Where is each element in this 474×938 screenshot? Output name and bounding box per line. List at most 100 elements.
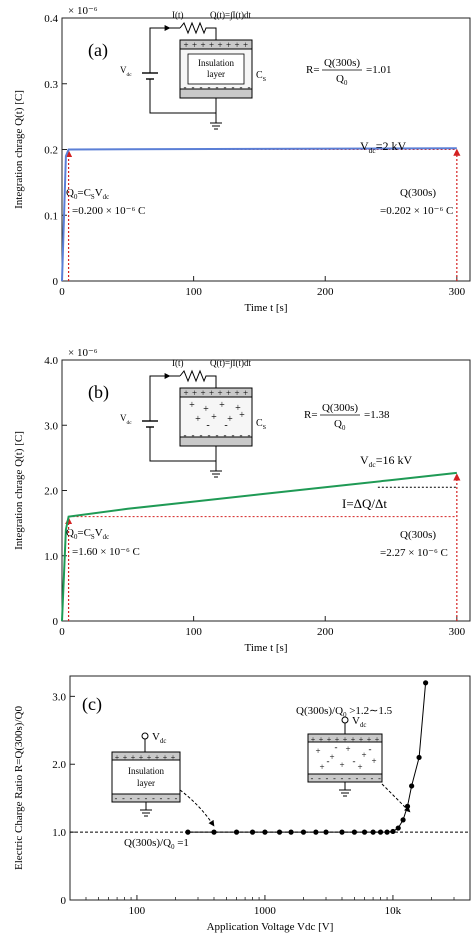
minus-charge: - xyxy=(184,430,187,440)
plus-charge: + xyxy=(243,40,248,50)
space-charge-plus: + xyxy=(189,400,195,411)
q0-annotation-part: =C xyxy=(77,187,91,199)
q0-annotation-part: 0 xyxy=(74,534,78,541)
minus-charge: - xyxy=(341,774,344,783)
q300-value: =2.27 × 10⁻⁶ C xyxy=(380,547,448,559)
exponent-label: × 10⁻⁶ xyxy=(68,347,98,359)
space-charge-plus: + xyxy=(361,750,366,760)
space-charge-plus: + xyxy=(345,744,350,754)
panel-label: (a) xyxy=(88,40,108,61)
data-point xyxy=(351,829,358,835)
ratio-symbol: R= xyxy=(306,64,320,76)
voltage-annotation-part: =2 kV xyxy=(376,139,407,153)
data-point xyxy=(211,829,217,835)
resistor-symbol xyxy=(179,21,217,40)
charge-label: Q(t)=∫I(t)dt xyxy=(210,10,252,21)
vdc-label-part: dc xyxy=(127,72,133,78)
x-tick-label: 100 xyxy=(129,905,146,917)
electrode-bottom xyxy=(179,436,253,447)
plus-charge: + xyxy=(375,735,380,744)
data-point xyxy=(400,817,406,823)
space-charge-minus: - xyxy=(224,420,227,431)
minus-charge: - xyxy=(378,774,381,783)
data-point xyxy=(288,829,294,835)
minus-charge: - xyxy=(200,430,203,440)
minus-charge: - xyxy=(363,774,366,783)
space-charge-plus: + xyxy=(203,404,209,415)
cs-label-part: S xyxy=(263,424,267,431)
ratio-numerator: Q(300s) xyxy=(322,402,358,414)
x-tick-label: 200 xyxy=(317,626,334,638)
y-tick-label: 0.1 xyxy=(44,210,58,222)
plot-frame xyxy=(61,359,471,622)
x-axis-label: Time t [s] xyxy=(245,302,288,314)
space-charge-plus: + xyxy=(319,762,324,772)
minus-charge: - xyxy=(208,82,211,92)
plus-charge: + xyxy=(163,753,168,762)
minus-charge: - xyxy=(333,774,336,783)
space-charge-plus: + xyxy=(357,762,362,772)
slope-annotation: I=ΔQ/Δt xyxy=(342,496,387,511)
minus-charge: - xyxy=(145,794,148,803)
q0-annotation-part: Q xyxy=(66,187,74,199)
inset-vdc-label-part: dc xyxy=(360,722,366,729)
terminal-icon xyxy=(341,716,349,724)
y-tick-label: 0 xyxy=(53,276,59,288)
plus-charge: + xyxy=(192,388,197,398)
plus-charge: + xyxy=(217,388,222,398)
data-point xyxy=(276,829,283,835)
cs-label-part: C xyxy=(256,418,263,429)
data-point xyxy=(185,829,191,835)
data-point xyxy=(423,680,429,686)
space-charge-plus: + xyxy=(195,414,201,425)
space-charge-plus: + xyxy=(235,403,241,414)
voltage-annotation-part: dc xyxy=(369,460,377,469)
current-label: I(t) xyxy=(172,10,184,20)
circuit-wire xyxy=(149,427,217,462)
plus-charge: + xyxy=(123,753,128,762)
minus-charge: - xyxy=(326,774,329,783)
plus-charge: + xyxy=(367,735,372,744)
data-point xyxy=(390,828,396,835)
space-charge-plus: + xyxy=(315,746,320,756)
minus-charge: - xyxy=(167,794,170,803)
ratio-denominator: Q0​ xyxy=(334,418,346,432)
minus-charge: - xyxy=(248,430,251,440)
minus-charge: - xyxy=(224,82,227,92)
plus-charge: + xyxy=(311,735,316,744)
plus-charge: + xyxy=(319,735,324,744)
plus-charge: + xyxy=(200,40,205,50)
minus-charge: - xyxy=(115,794,118,803)
plus-charge: + xyxy=(234,40,239,50)
minus-charge: - xyxy=(160,794,163,803)
y-tick-label: 0 xyxy=(53,616,59,628)
ratio-denominator: Q0​ xyxy=(336,73,348,87)
plus-charge: + xyxy=(226,388,231,398)
space-charge-plus: + xyxy=(211,412,217,423)
data-point xyxy=(370,829,376,835)
data-point xyxy=(416,754,422,761)
low-ratio-annotation-part: Q(300s)/Q xyxy=(124,837,171,849)
insulation-block xyxy=(179,396,253,438)
electrode-top xyxy=(179,39,253,50)
minus-charge: - xyxy=(175,794,178,803)
cs-label-part: S xyxy=(263,76,267,83)
minus-charge: - xyxy=(200,82,203,92)
vdc-label: Vdc​ xyxy=(120,65,132,78)
minus-charge: - xyxy=(356,774,359,783)
plot-frame xyxy=(69,675,471,901)
high-ratio-annotation: Q(300s)/Q0​ >1.2∼1.5 xyxy=(296,705,393,719)
charge-label: Q(t)=∫I(t)dt xyxy=(210,358,252,369)
space-charge-plus: + xyxy=(371,756,376,766)
minus-charge: - xyxy=(208,430,211,440)
ratio-denominator-part: Q xyxy=(336,73,344,85)
q0-annotation-part: S xyxy=(91,194,95,201)
inset-vdc-label-part: dc xyxy=(160,738,166,745)
panel-label: (c) xyxy=(82,694,102,715)
high-ratio-annotation-part: 0 xyxy=(343,712,347,719)
high-ratio-annotation-part: Q(300s)/Q xyxy=(296,705,343,717)
plus-charge: + xyxy=(131,753,136,762)
exponent-label: × 10⁻⁶ xyxy=(68,5,98,17)
minus-charge: - xyxy=(192,430,195,440)
data-point xyxy=(249,829,256,835)
